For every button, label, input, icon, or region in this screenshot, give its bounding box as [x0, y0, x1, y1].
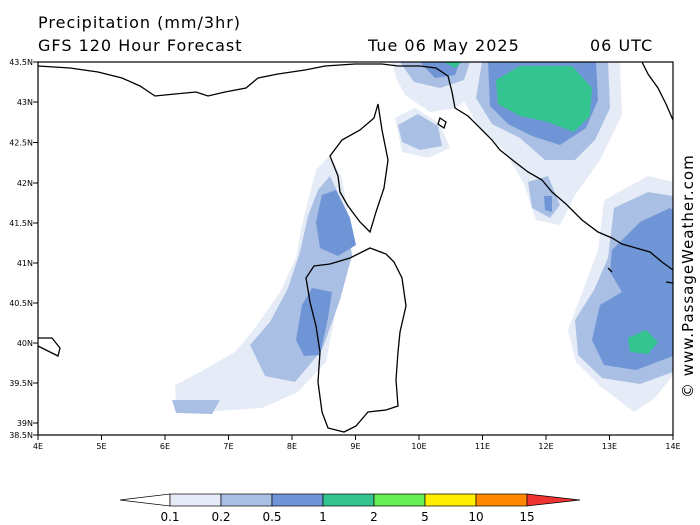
lat-label: 42N [17, 179, 33, 188]
legend-swatch [220, 493, 273, 507]
legend-label: 15 [519, 510, 534, 524]
legend-swatch [271, 493, 324, 507]
legend-label: 5 [421, 510, 429, 524]
forecast-subtitle: GFS 120 Hour Forecast [38, 36, 243, 55]
legend-swatch [322, 493, 375, 507]
lat-label: 43N [17, 98, 33, 107]
legend-swatch [169, 493, 222, 507]
lat-label: 41.5N [9, 219, 33, 228]
lon-label: 4E [33, 442, 43, 451]
lon-label: 5E [96, 442, 106, 451]
lat-label: 43.5N [9, 58, 33, 67]
lon-label: 12E [538, 442, 553, 451]
lat-label: 39.5N [9, 379, 33, 388]
legend-arrow-low [119, 493, 171, 507]
latitude-axis: 43.5N 43N 42.5N 42N 41.5N 41N 40.5N 40N … [9, 58, 38, 440]
lon-label: 13E [602, 442, 617, 451]
legend-swatch [424, 493, 477, 507]
precipitation-fields [172, 62, 673, 414]
lon-label: 10E [411, 442, 426, 451]
legend-label: 10 [468, 510, 483, 524]
lat-label: 42.5N [9, 139, 33, 148]
legend-arrow-high [526, 493, 581, 507]
lat-label: 39N [17, 419, 33, 428]
legend-label: 0.2 [211, 510, 230, 524]
legend-swatch [373, 493, 426, 507]
map-title: Precipitation (mm/3hr) [38, 13, 242, 32]
legend-label: 1 [319, 510, 327, 524]
lon-label: 14E [665, 442, 680, 451]
forecast-date: Tue 06 May 2025 [368, 36, 520, 55]
lon-label: 11E [475, 442, 490, 451]
lat-label: 41N [17, 259, 33, 268]
lon-label: 9E [350, 442, 360, 451]
legend-swatch [475, 493, 528, 507]
lat-label: 40.5N [9, 299, 33, 308]
lon-label: 8E [287, 442, 297, 451]
legend-label: 0.5 [262, 510, 281, 524]
lon-label: 7E [223, 442, 233, 451]
longitude-axis: 4E 5E 6E 7E 8E 9E 10E 11E 12E 13E 14E [33, 435, 681, 451]
lon-label: 6E [160, 442, 170, 451]
lat-label: 40N [17, 339, 33, 348]
legend-label: 2 [370, 510, 378, 524]
lat-label: 38.5N [9, 431, 33, 440]
coastlines [38, 62, 673, 433]
forecast-time: 06 UTC [590, 36, 654, 55]
legend-label: 0.1 [160, 510, 179, 524]
precipitation-legend: 0.1 0.2 0.5 1 2 5 10 15 [119, 493, 581, 524]
